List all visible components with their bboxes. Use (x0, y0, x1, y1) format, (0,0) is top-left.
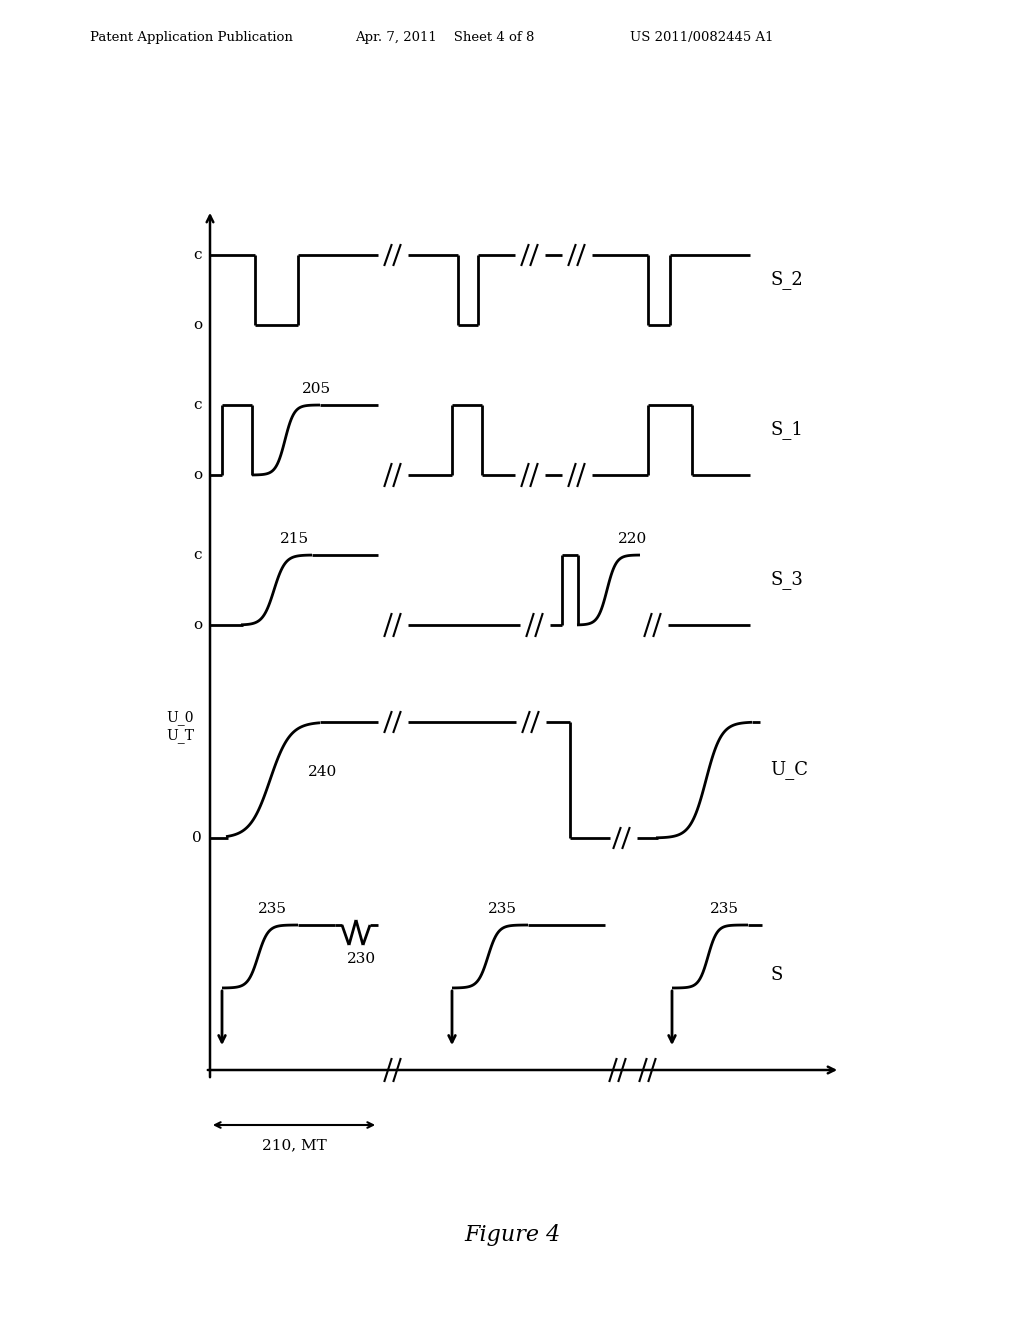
Text: U_T: U_T (166, 729, 194, 743)
Text: c: c (194, 399, 202, 412)
Text: o: o (193, 318, 202, 333)
Text: S_3: S_3 (770, 570, 803, 590)
Text: o: o (193, 618, 202, 632)
Text: 230: 230 (347, 952, 376, 966)
Text: S_2: S_2 (770, 271, 803, 289)
Text: 235: 235 (488, 902, 517, 916)
Text: 0: 0 (193, 832, 202, 845)
Text: Figure 4: Figure 4 (464, 1224, 560, 1246)
Text: Apr. 7, 2011    Sheet 4 of 8: Apr. 7, 2011 Sheet 4 of 8 (355, 30, 535, 44)
Text: S: S (770, 966, 782, 983)
Text: c: c (194, 248, 202, 261)
Text: Patent Application Publication: Patent Application Publication (90, 30, 293, 44)
Text: 240: 240 (308, 766, 337, 779)
Text: o: o (193, 469, 202, 482)
Text: S_1: S_1 (770, 421, 803, 440)
Text: US 2011/0082445 A1: US 2011/0082445 A1 (630, 30, 773, 44)
Text: 210, MT: 210, MT (261, 1138, 327, 1152)
Text: U_0: U_0 (167, 710, 194, 726)
Text: c: c (194, 548, 202, 562)
Text: 235: 235 (710, 902, 739, 916)
Text: 235: 235 (258, 902, 287, 916)
Text: 205: 205 (302, 381, 331, 396)
Text: U_C: U_C (770, 760, 808, 780)
Text: 220: 220 (618, 532, 647, 546)
Text: 215: 215 (280, 532, 309, 546)
